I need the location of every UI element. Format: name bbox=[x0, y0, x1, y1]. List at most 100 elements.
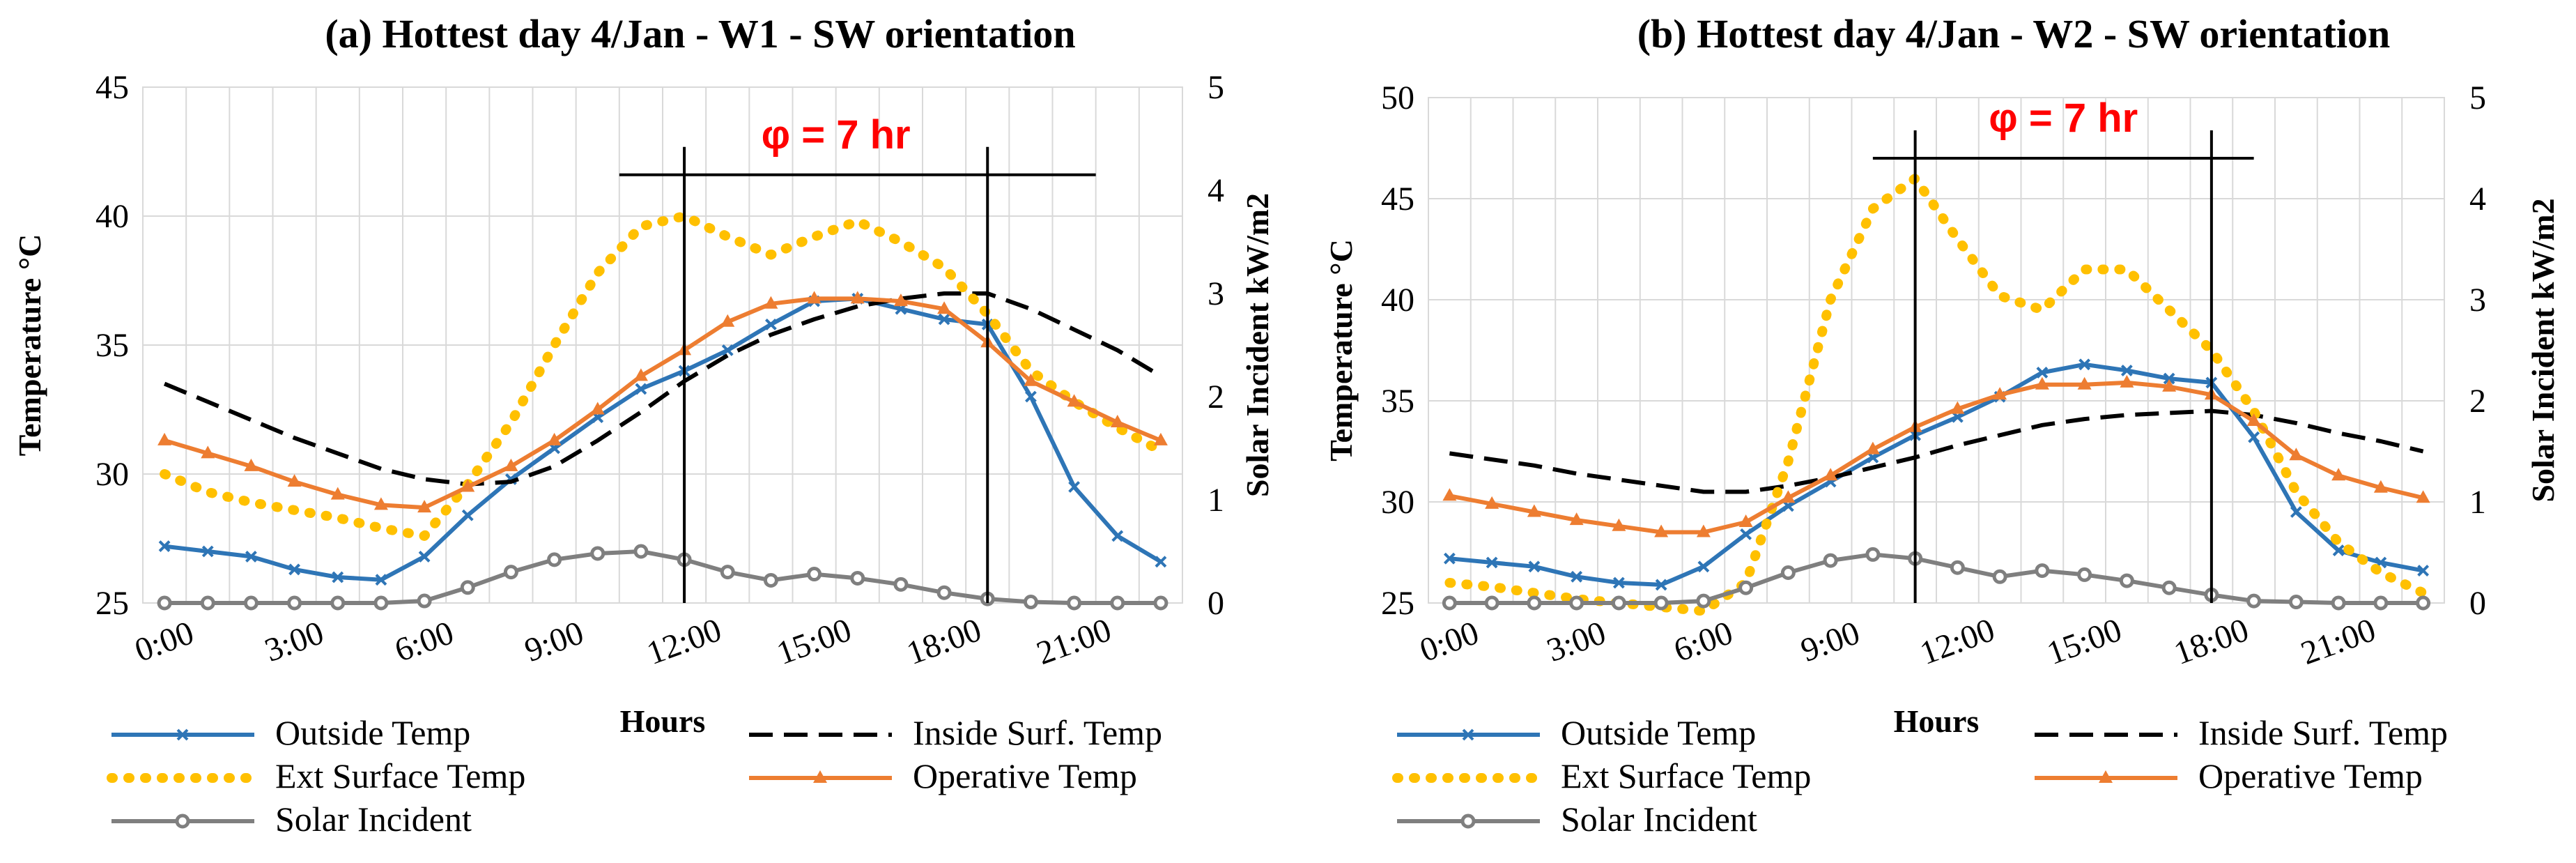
y-tick-label: 30 bbox=[1381, 484, 1414, 521]
data-point bbox=[2120, 374, 2134, 388]
y2-tick-label: 0 bbox=[2469, 585, 2486, 622]
y2-tick-label: 2 bbox=[1208, 379, 1224, 415]
y-tick-label: 35 bbox=[1381, 383, 1414, 420]
y-tick-label: 45 bbox=[1381, 181, 1414, 217]
legend-item: Solar Incident bbox=[1397, 800, 1757, 839]
data-point bbox=[2290, 506, 2302, 518]
x-axis-label: Hours bbox=[1894, 703, 1980, 739]
data-point bbox=[936, 585, 952, 600]
data-point bbox=[1611, 595, 1626, 611]
data-point bbox=[503, 565, 518, 580]
data-point bbox=[287, 595, 302, 611]
x-tick-label: 3:00 bbox=[260, 614, 328, 669]
y2-axis-label: Solar Incident kW/m2 bbox=[2525, 198, 2561, 502]
data-point bbox=[764, 296, 778, 309]
y2-tick-label: 2 bbox=[2469, 383, 2486, 420]
data-point bbox=[1023, 595, 1038, 610]
data-point bbox=[201, 545, 214, 558]
y2-axis-label: Solar Incident kW/m2 bbox=[1240, 193, 1275, 497]
data-point bbox=[1486, 556, 1498, 569]
data-point bbox=[330, 487, 345, 500]
series-line bbox=[1449, 380, 2424, 535]
data-point bbox=[332, 571, 344, 583]
legend-item: Inside Surf. Temp bbox=[2035, 713, 2448, 752]
data-point bbox=[2163, 372, 2175, 385]
data-point bbox=[1153, 595, 1169, 611]
data-point bbox=[2332, 544, 2345, 557]
data-point bbox=[1865, 441, 1880, 455]
x-tick-label: 21:00 bbox=[2296, 611, 2380, 672]
data-point bbox=[1654, 524, 1669, 537]
x-tick-label: 0:00 bbox=[130, 614, 199, 669]
legend-marker bbox=[176, 728, 189, 741]
data-point bbox=[1738, 580, 1754, 595]
data-point bbox=[850, 570, 865, 586]
data-point bbox=[1697, 560, 1710, 573]
legend: Outside Temp Inside Surf. Temp Ext Surface… bbox=[107, 713, 1162, 839]
data-point bbox=[330, 595, 346, 611]
data-point bbox=[2373, 595, 2389, 611]
y-axis-label: Temperature °C bbox=[12, 234, 47, 457]
data-point bbox=[1738, 514, 1753, 527]
data-point bbox=[158, 540, 171, 553]
series-operative-temp bbox=[157, 291, 1168, 513]
legend-item: Ext Surface Temp bbox=[1392, 756, 1811, 795]
data-point bbox=[157, 432, 172, 445]
data-point bbox=[288, 563, 300, 576]
data-point bbox=[721, 344, 734, 356]
chart-title: (b) Hottest day 4/Jan - W2 - SW orientat… bbox=[1637, 11, 2391, 56]
x-tick-label: 21:00 bbox=[1032, 611, 1116, 672]
data-point bbox=[633, 368, 648, 381]
series-line bbox=[163, 291, 1162, 487]
data-point bbox=[1528, 560, 1541, 573]
data-point bbox=[2077, 567, 2092, 582]
data-point bbox=[373, 595, 389, 611]
series-inside-surf-temp bbox=[163, 291, 1162, 487]
data-point bbox=[893, 293, 908, 307]
legend-label: Solar Incident bbox=[1561, 800, 1757, 839]
data-point bbox=[1781, 490, 1796, 503]
data-point bbox=[1153, 432, 1168, 445]
data-point bbox=[1653, 595, 1669, 611]
legend-label: Operative Temp bbox=[913, 756, 1137, 795]
data-point bbox=[2036, 366, 2049, 379]
phase-shift-annotation: φ = 7 hr bbox=[1872, 96, 2254, 603]
data-point bbox=[1823, 468, 1838, 481]
data-point bbox=[635, 383, 647, 395]
data-point bbox=[720, 314, 735, 327]
data-point bbox=[765, 318, 777, 330]
data-point bbox=[417, 500, 432, 513]
data-point bbox=[547, 432, 562, 445]
data-point bbox=[2331, 468, 2346, 481]
legend-item: Operative Temp bbox=[2035, 756, 2423, 795]
y2-tick-label: 5 bbox=[2469, 79, 2486, 116]
legend-item: Operative Temp bbox=[749, 756, 1137, 795]
data-point bbox=[1110, 595, 1125, 611]
phase-shift-label: φ = 7 hr bbox=[1989, 96, 2138, 141]
data-point bbox=[1823, 553, 1838, 568]
data-point bbox=[1068, 481, 1080, 493]
x-tick-label: 18:00 bbox=[2169, 611, 2253, 672]
x-tick-label: 6:00 bbox=[390, 614, 458, 669]
y-tick-label: 25 bbox=[95, 585, 129, 622]
data-point bbox=[1111, 530, 1124, 542]
data-point bbox=[460, 580, 475, 595]
legend-label: Ext Surface Temp bbox=[1561, 756, 1811, 795]
data-point bbox=[2035, 563, 2050, 579]
y-tick-label: 40 bbox=[95, 198, 129, 235]
data-point bbox=[1740, 528, 1752, 540]
data-point bbox=[1569, 512, 1584, 526]
data-point bbox=[2417, 565, 2430, 577]
data-point bbox=[1527, 504, 1541, 517]
data-point bbox=[287, 474, 302, 487]
phase-shift-label: φ = 7 hr bbox=[762, 112, 911, 158]
data-point bbox=[2288, 595, 2304, 610]
legend-label: Outside Temp bbox=[275, 713, 470, 752]
data-point bbox=[590, 402, 605, 415]
x-tick-label: 12:00 bbox=[642, 611, 726, 672]
data-point bbox=[2331, 595, 2346, 611]
data-point bbox=[1865, 547, 1881, 562]
data-point bbox=[1025, 390, 1037, 403]
x-tick-label: 15:00 bbox=[772, 611, 856, 672]
